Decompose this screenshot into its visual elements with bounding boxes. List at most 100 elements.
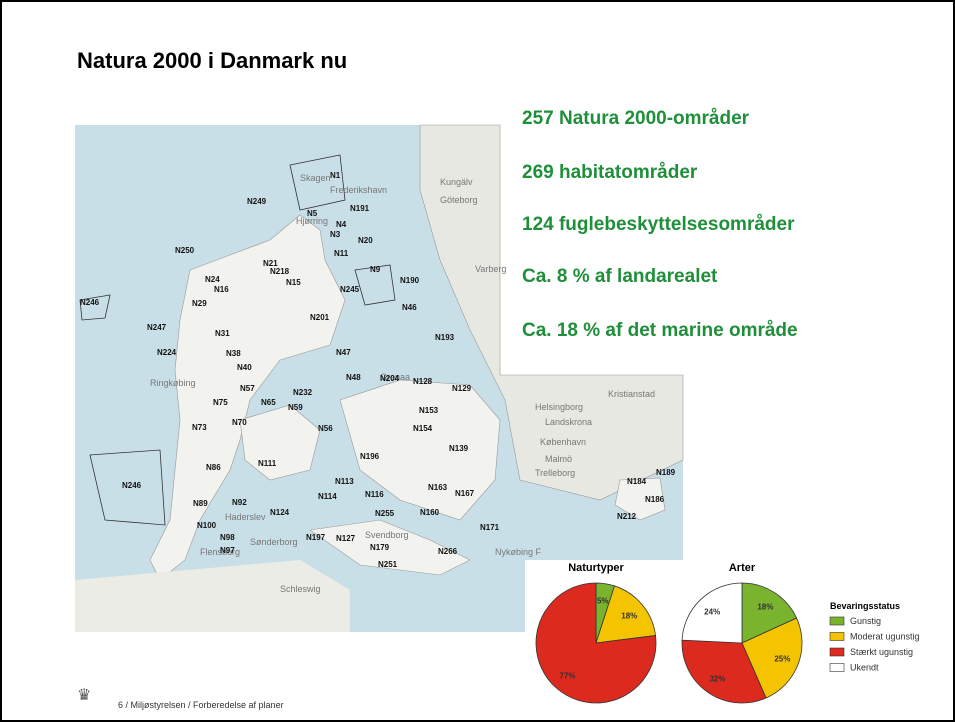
place-name: Skagen — [300, 173, 331, 183]
pie-value-label: 25% — [774, 654, 790, 663]
place-name: Helsingborg — [535, 402, 583, 412]
map-label: N65 — [261, 398, 276, 407]
map-label: N184 — [627, 477, 647, 486]
map-label: N255 — [375, 509, 395, 518]
map-label: N40 — [237, 363, 252, 372]
map-label: N98 — [220, 533, 235, 542]
map-label: N266 — [438, 547, 458, 556]
fact: 269 habitatområder — [522, 162, 698, 183]
map-label: N212 — [617, 512, 637, 521]
map-label: N232 — [293, 388, 313, 397]
pie-title: Arter — [729, 562, 756, 574]
map-label: N250 — [175, 246, 195, 255]
map-label: N190 — [400, 276, 420, 285]
map-label: N24 — [205, 275, 220, 284]
pie-value-label: 77% — [559, 671, 575, 680]
map-label: N73 — [192, 423, 207, 432]
legend-swatch — [830, 664, 844, 672]
fact: Ca. 8 % af landarealet — [522, 266, 718, 287]
place-name: Göteborg — [440, 195, 478, 205]
map-label: N56 — [318, 424, 333, 433]
map-label: N201 — [310, 313, 330, 322]
map-label: N171 — [480, 523, 500, 532]
map-label: N3 — [330, 230, 341, 239]
place-name: Nykøbing F — [495, 547, 542, 557]
legend-swatch — [830, 648, 844, 656]
map-label: N163 — [428, 483, 448, 492]
map-label: N4 — [336, 220, 347, 229]
crown-icon: ♛ — [77, 687, 91, 704]
fact: 257 Natura 2000-områder — [522, 108, 750, 129]
map-label: N196 — [360, 452, 380, 461]
legend-title: Bevaringsstatus — [830, 601, 900, 611]
map-label: N75 — [213, 398, 228, 407]
map-label: N128 — [413, 377, 433, 386]
map-label: N197 — [306, 533, 326, 542]
map-label: N59 — [288, 403, 303, 412]
map-label: N204 — [380, 374, 400, 383]
place-name: Haderslev — [225, 512, 266, 522]
place-name: Sønderborg — [250, 537, 298, 547]
map-label: N246 — [80, 298, 100, 307]
map-label: N139 — [449, 444, 469, 453]
map-label: N111 — [258, 459, 277, 468]
map-label: N89 — [193, 499, 208, 508]
map-label: N100 — [197, 521, 217, 530]
map-label: N70 — [232, 418, 247, 427]
legend-label: Gunstig — [850, 616, 881, 626]
fact: 124 fuglebeskyttelsesområder — [522, 214, 795, 235]
map-label: N46 — [402, 303, 417, 312]
pie-value-label: 24% — [704, 608, 720, 617]
place-name: Varberg — [475, 264, 506, 274]
place-name: Kungälv — [440, 177, 473, 187]
pie-value-label: 18% — [621, 611, 637, 620]
fact: Ca. 18 % af det marine område — [522, 320, 798, 341]
slide: Natura 2000 i Danmark nu Skagen Göteborg F… — [0, 0, 955, 722]
legend-swatch — [830, 633, 844, 641]
place-name: Kristianstad — [608, 389, 655, 399]
map-label: N186 — [645, 495, 665, 504]
map-label: N247 — [147, 323, 167, 332]
map-label: N11 — [334, 249, 349, 258]
place-name: København — [540, 437, 586, 447]
map-label: N97 — [220, 546, 235, 555]
map-label: N154 — [413, 424, 433, 433]
map-label: N153 — [419, 406, 439, 415]
map-label: N31 — [215, 329, 230, 338]
map-label: N47 — [336, 348, 351, 357]
pie-value-label: 18% — [757, 603, 773, 612]
map-label: N20 — [358, 236, 373, 245]
map-label: N5 — [307, 209, 318, 218]
map-label: N245 — [340, 285, 360, 294]
map-label: N179 — [370, 543, 390, 552]
place-name: Landskrona — [545, 417, 592, 427]
place-name: Frederikshavn — [330, 185, 387, 195]
map-label: N224 — [157, 348, 177, 357]
map-label: N86 — [206, 463, 221, 472]
place-name: Schleswig — [280, 584, 321, 594]
map-label: N167 — [455, 489, 475, 498]
map-label: N249 — [247, 197, 267, 206]
map-label: N92 — [232, 498, 247, 507]
legend-label: Moderat ugunstig — [850, 632, 920, 642]
place-name: Malmö — [545, 454, 572, 464]
legend-swatch — [830, 617, 844, 625]
pie-value-label: 5% — [597, 596, 609, 605]
map-label: N218 — [270, 267, 290, 276]
map-label: N191 — [350, 204, 370, 213]
footer-text: 6 / Miljøstyrelsen / Forberedelse af pla… — [118, 700, 284, 710]
legend-label: Ukendt — [850, 663, 879, 673]
map-label: N124 — [270, 508, 290, 517]
slide-title: Natura 2000 i Danmark nu — [77, 48, 347, 73]
legend-label: Stærkt ugunstig — [850, 647, 913, 657]
map-label: N1 — [330, 171, 341, 180]
map-label: N246 — [122, 481, 142, 490]
map-label: N129 — [452, 384, 472, 393]
map-label: N193 — [435, 333, 455, 342]
map-label: N114 — [318, 492, 337, 501]
map-label: N127 — [336, 534, 356, 543]
map-label: N9 — [370, 265, 381, 274]
map-label: N116 — [365, 490, 384, 499]
place-name: Svendborg — [365, 530, 409, 540]
map-label: N113 — [335, 477, 354, 486]
